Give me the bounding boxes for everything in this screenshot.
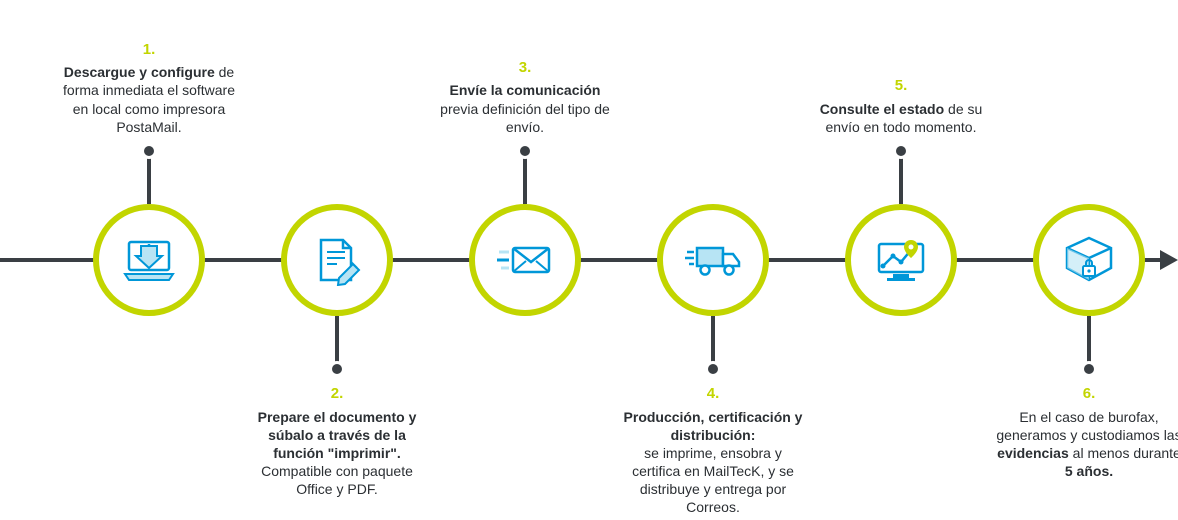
step-text: Producción, certificación y distribución… bbox=[619, 408, 807, 517]
step-text: Prepare el documento y súbalo a través d… bbox=[243, 408, 431, 499]
monitor-tracking-icon bbox=[871, 234, 931, 286]
step-number: 1. bbox=[55, 40, 243, 60]
step-connector bbox=[1087, 316, 1091, 370]
step-node bbox=[845, 204, 957, 316]
process-step-4: 4.Producción, certificación y distribuci… bbox=[619, 204, 807, 316]
step-node bbox=[1033, 204, 1145, 316]
step-node bbox=[281, 204, 393, 316]
step-number: 3. bbox=[431, 58, 619, 78]
step-caption: 4. Producción, certificación y distribuci… bbox=[619, 384, 807, 517]
step-number: 4. bbox=[619, 384, 807, 404]
step-text: Descargue y configure de forma inmediata… bbox=[55, 63, 243, 136]
step-node bbox=[657, 204, 769, 316]
step-text: Consulte el estado de su envío en todo m… bbox=[807, 100, 995, 136]
step-connector-ball bbox=[141, 143, 157, 159]
step-connector bbox=[899, 150, 903, 204]
step-caption: 3. Envíe la comunicación previa definició… bbox=[431, 58, 619, 136]
step-caption: 6. En el caso de burofax, generamos y cus… bbox=[995, 384, 1178, 480]
box-lock-icon bbox=[1059, 234, 1119, 286]
document-edit-icon bbox=[307, 234, 367, 286]
step-number: 6. bbox=[995, 384, 1178, 404]
process-step-2: 2.Prepare el documento y súbalo a través… bbox=[243, 204, 431, 316]
step-node bbox=[469, 204, 581, 316]
laptop-download-icon bbox=[119, 234, 179, 286]
step-node bbox=[93, 204, 205, 316]
step-number: 5. bbox=[807, 76, 995, 96]
step-connector-ball bbox=[329, 361, 345, 377]
step-connector-ball bbox=[893, 143, 909, 159]
step-number: 2. bbox=[243, 384, 431, 404]
step-connector bbox=[147, 150, 151, 204]
step-connector bbox=[711, 316, 715, 370]
process-step-1: 1.Descargue y configure de forma inmedia… bbox=[55, 204, 243, 316]
truck-delivery-icon bbox=[683, 234, 743, 286]
send-envelope-icon bbox=[495, 234, 555, 286]
step-connector-ball bbox=[517, 143, 533, 159]
step-connector bbox=[523, 150, 527, 204]
step-connector-ball bbox=[705, 361, 721, 377]
step-caption: 5. Consulte el estado de su envío en todo… bbox=[807, 76, 995, 136]
step-text: Envíe la comunicación previa definición … bbox=[431, 81, 619, 136]
step-text: En el caso de burofax, generamos y custo… bbox=[995, 408, 1178, 481]
step-caption: 1. Descargue y configure de forma inmedia… bbox=[55, 40, 243, 136]
process-step-6: 6.En el caso de burofax, generamos y cus… bbox=[995, 204, 1178, 316]
step-connector bbox=[335, 316, 339, 370]
step-caption: 2. Prepare el documento y súbalo a través… bbox=[243, 384, 431, 498]
process-step-5: 5.Consulte el estado de su envío en todo… bbox=[807, 204, 995, 316]
process-step-3: 3.Envíe la comunicación previa definició… bbox=[431, 204, 619, 316]
step-connector-ball bbox=[1081, 361, 1097, 377]
